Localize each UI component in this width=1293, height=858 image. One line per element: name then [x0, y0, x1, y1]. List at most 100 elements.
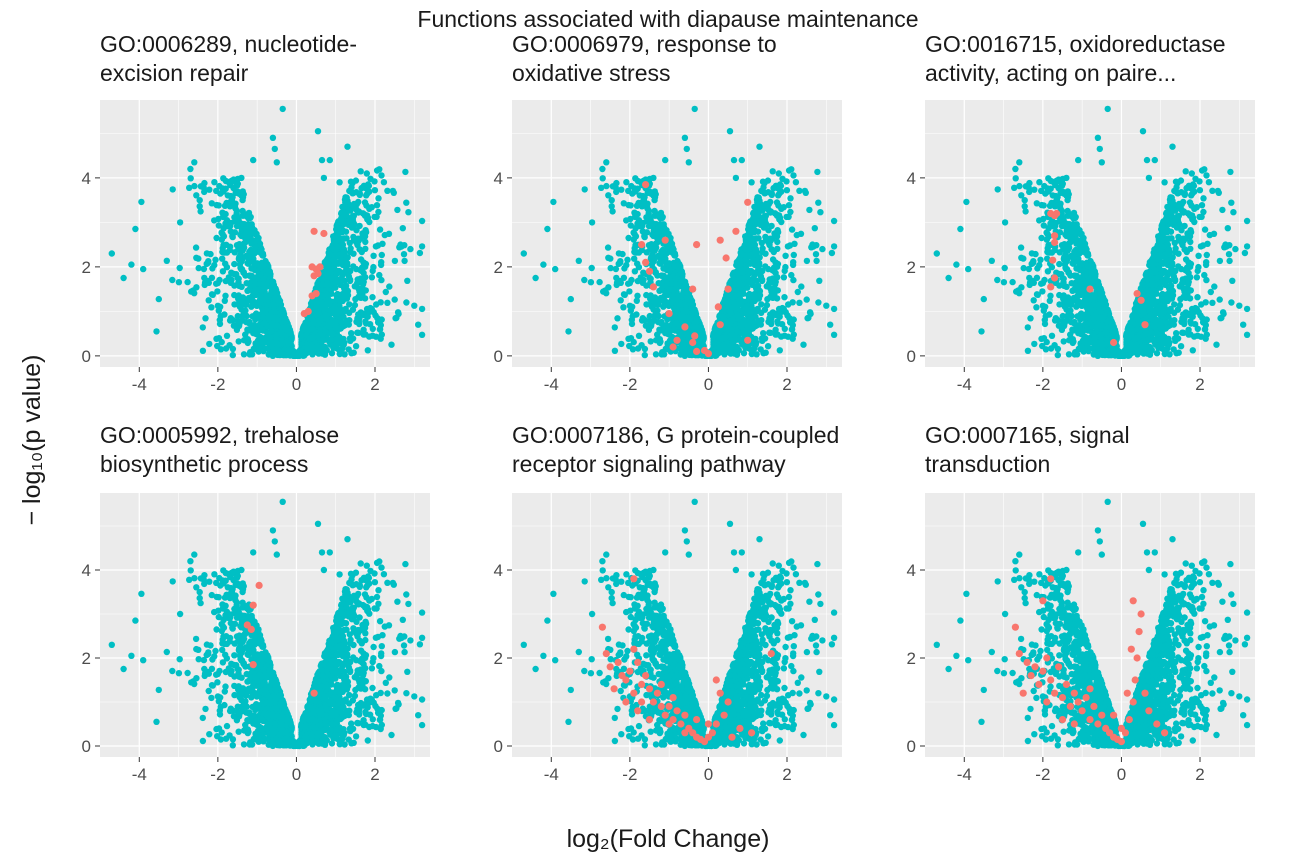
gene-point: [647, 190, 655, 197]
gene-point: [275, 350, 282, 357]
gene-point: [613, 279, 621, 286]
gene-point: [773, 274, 781, 281]
gene-point: [244, 336, 251, 343]
gene-point: [377, 299, 384, 306]
gene-point: [750, 214, 757, 222]
gene-point: [369, 294, 376, 301]
gene-point: [1037, 256, 1044, 263]
gene-point: [376, 226, 384, 233]
gene-point: [789, 299, 796, 306]
gene-point: [331, 303, 338, 310]
gene-point: [375, 195, 382, 202]
gene-point: [344, 143, 351, 150]
y-tick-label: 4: [494, 169, 503, 188]
gene-point: [329, 317, 337, 324]
gene-point: [639, 315, 646, 322]
gene-point: [321, 343, 328, 351]
y-tick-label: 4: [82, 169, 91, 188]
x-tick-label: 2: [370, 375, 379, 394]
gene-point: [787, 195, 794, 202]
gene-point: [337, 325, 344, 332]
gene-point: [267, 273, 274, 280]
term-gene-point: [310, 227, 318, 235]
gene-point: [660, 351, 668, 358]
gene-point: [823, 302, 830, 309]
gene-point: [666, 267, 673, 275]
gene-point: [342, 267, 350, 274]
gene-point: [695, 338, 702, 346]
gene-point: [730, 156, 738, 164]
gene-point: [346, 301, 353, 308]
x-tick-label: 0: [704, 375, 713, 394]
gene-point: [200, 265, 208, 273]
gene-point: [748, 179, 755, 186]
gene-point: [656, 213, 663, 220]
gene-point: [377, 261, 385, 269]
gene-point: [351, 221, 358, 228]
term-gene-point: [673, 336, 681, 344]
gene-point: [242, 307, 249, 314]
gene-point: [128, 261, 135, 268]
gene-point: [634, 292, 641, 299]
gene-point: [801, 187, 809, 195]
term-gene-point: [649, 283, 658, 291]
gene-point: [216, 182, 223, 190]
gene-point: [678, 292, 685, 299]
gene-point: [745, 260, 752, 267]
gene-point: [766, 279, 773, 287]
gene-point: [348, 330, 355, 337]
gene-point: [745, 296, 752, 303]
gene-point: [219, 255, 226, 262]
panel-title-line: GO:0016715, oxidoreductase: [925, 31, 1225, 57]
gene-point: [691, 105, 698, 113]
gene-point: [794, 288, 801, 296]
gene-point: [638, 342, 645, 349]
gene-point: [326, 300, 333, 307]
term-gene-point: [665, 310, 673, 318]
gene-point: [336, 179, 343, 186]
gene-point: [226, 342, 233, 349]
gene-point: [764, 343, 772, 350]
gene-point: [268, 341, 276, 348]
gene-point: [656, 336, 663, 343]
gene-point: [710, 332, 718, 339]
gene-point: [641, 193, 648, 201]
gene-point: [803, 257, 811, 265]
gene-point: [378, 172, 385, 179]
gene-point: [195, 264, 202, 272]
gene-point: [187, 165, 194, 173]
gene-point: [617, 297, 624, 304]
gene-point: [720, 341, 727, 348]
gene-point: [666, 260, 673, 267]
gene-point: [235, 279, 242, 286]
gene-point: [830, 243, 838, 250]
gene-point: [353, 205, 360, 213]
term-gene-point: [316, 263, 324, 271]
gene-point: [357, 256, 365, 263]
gene-point: [233, 210, 240, 217]
gene-point: [830, 331, 838, 338]
gene-point: [544, 225, 551, 233]
gene-point: [728, 331, 736, 338]
gene-point: [356, 246, 363, 253]
term-gene-point: [308, 292, 316, 300]
gene-point: [320, 174, 328, 182]
gene-point: [204, 259, 212, 267]
gene-point: [330, 233, 337, 240]
gene-point: [193, 192, 200, 199]
term-gene-point: [642, 258, 650, 266]
gene-point: [229, 351, 236, 359]
gene-point: [348, 184, 355, 191]
gene-point: [737, 249, 744, 256]
gene-point: [359, 281, 367, 288]
gene-point: [333, 336, 341, 343]
gene-point: [745, 251, 752, 259]
gene-point: [627, 222, 634, 229]
gene-point: [378, 276, 385, 284]
gene-point: [227, 315, 234, 322]
gene-point: [980, 295, 987, 303]
term-gene-point: [689, 338, 697, 347]
gene-point: [206, 340, 213, 348]
gene-point: [663, 250, 670, 257]
